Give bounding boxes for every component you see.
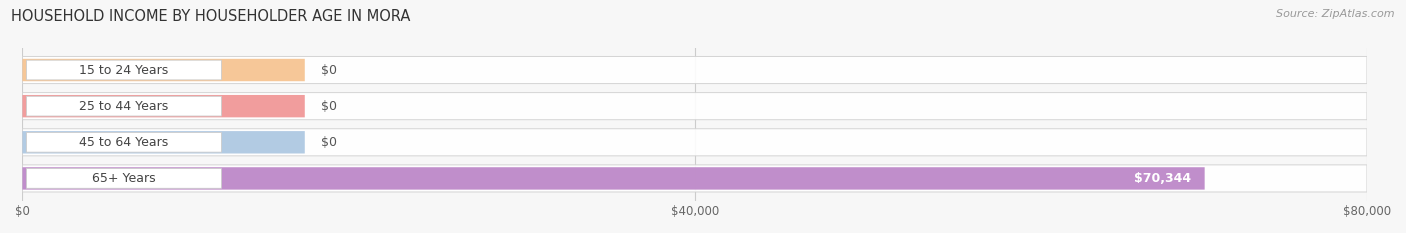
FancyBboxPatch shape [22, 167, 1205, 190]
Text: 45 to 64 Years: 45 to 64 Years [79, 136, 169, 149]
Text: $0: $0 [321, 100, 337, 113]
FancyBboxPatch shape [22, 56, 1367, 84]
FancyBboxPatch shape [27, 168, 221, 188]
Text: $0: $0 [321, 136, 337, 149]
Text: $70,344: $70,344 [1135, 172, 1191, 185]
Text: 65+ Years: 65+ Years [93, 172, 156, 185]
Text: Source: ZipAtlas.com: Source: ZipAtlas.com [1277, 9, 1395, 19]
FancyBboxPatch shape [22, 131, 305, 154]
FancyBboxPatch shape [27, 60, 221, 80]
FancyBboxPatch shape [22, 93, 1367, 120]
FancyBboxPatch shape [22, 95, 305, 117]
FancyBboxPatch shape [27, 96, 221, 116]
Text: HOUSEHOLD INCOME BY HOUSEHOLDER AGE IN MORA: HOUSEHOLD INCOME BY HOUSEHOLDER AGE IN M… [11, 9, 411, 24]
FancyBboxPatch shape [27, 132, 221, 152]
Text: $0: $0 [321, 64, 337, 76]
Text: 15 to 24 Years: 15 to 24 Years [79, 64, 169, 76]
FancyBboxPatch shape [22, 59, 305, 81]
Text: 25 to 44 Years: 25 to 44 Years [79, 100, 169, 113]
FancyBboxPatch shape [22, 129, 1367, 156]
FancyBboxPatch shape [22, 165, 1367, 192]
